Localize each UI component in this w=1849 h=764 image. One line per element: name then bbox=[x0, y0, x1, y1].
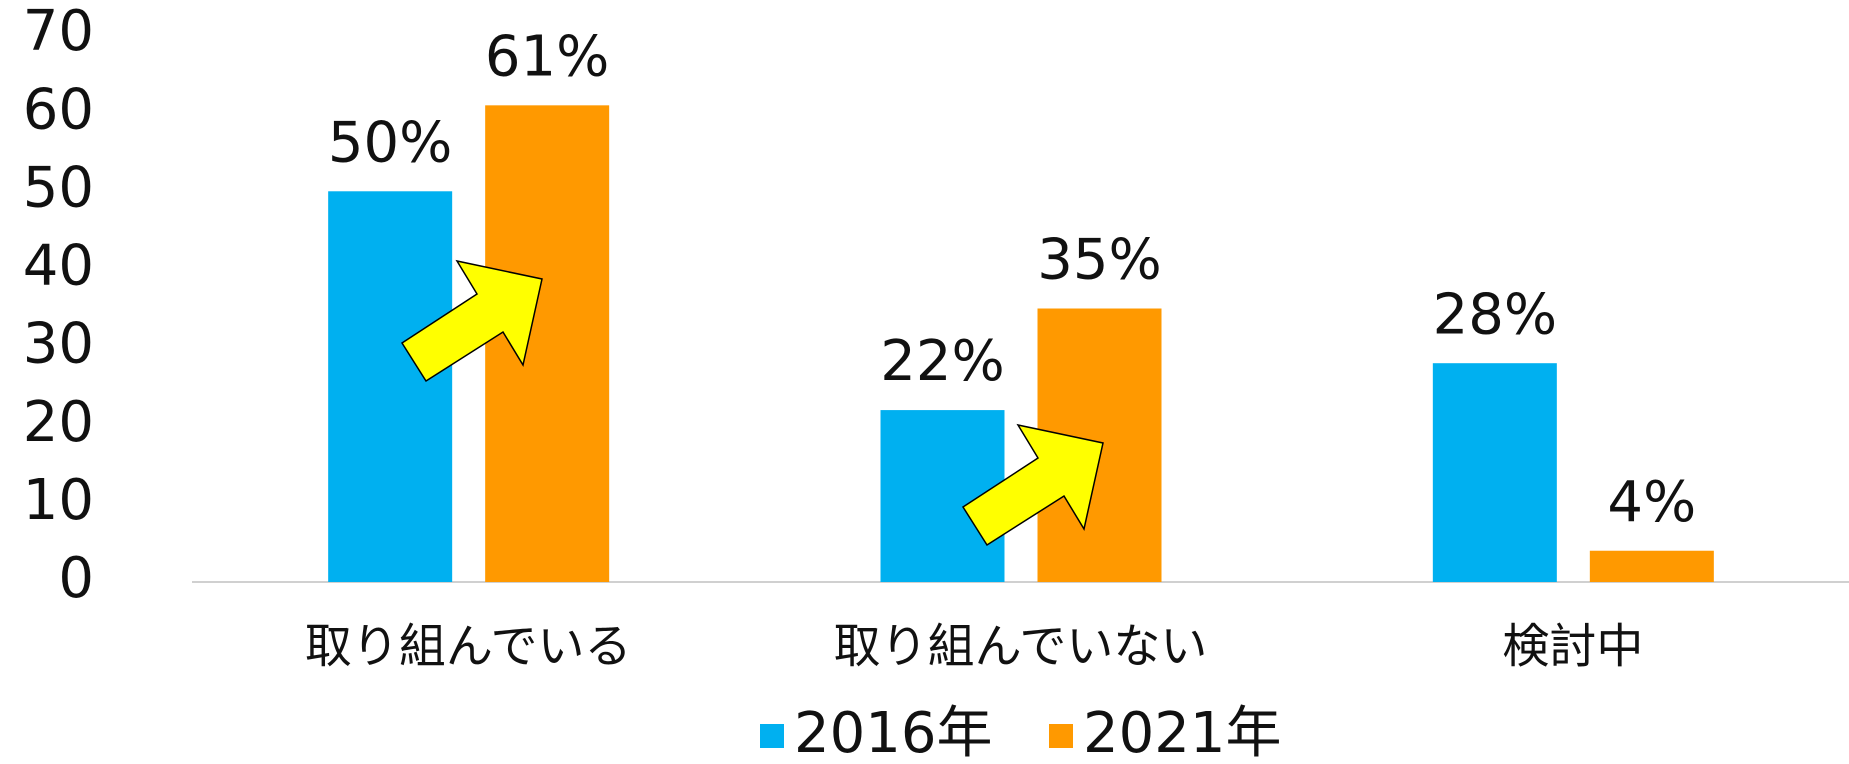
y-tick-label: 0 bbox=[58, 546, 94, 611]
data-label: 4% bbox=[1607, 470, 1696, 535]
y-tick-label: 20 bbox=[23, 390, 94, 455]
x-tick-label: 検討中 bbox=[1502, 620, 1643, 675]
x-tick-label: 取り組んでいる bbox=[305, 620, 632, 675]
data-label: 22% bbox=[880, 329, 1004, 394]
data-label: 35% bbox=[1037, 228, 1161, 293]
y-tick-label: 70 bbox=[23, 0, 94, 64]
legend-label: 2016年 bbox=[794, 701, 993, 764]
y-tick-label: 60 bbox=[23, 77, 94, 142]
legend-swatch bbox=[760, 724, 784, 748]
data-label: 50% bbox=[328, 110, 452, 175]
bar bbox=[485, 105, 610, 582]
legend-label: 2021年 bbox=[1083, 701, 1282, 764]
arrow bbox=[400, 259, 543, 383]
y-tick-label: 10 bbox=[23, 468, 94, 533]
legend-swatch bbox=[1049, 724, 1073, 748]
x-tick-label: 取り組んでいない bbox=[834, 620, 1208, 675]
y-tick-label: 50 bbox=[23, 155, 94, 220]
y-tick-label: 30 bbox=[23, 312, 94, 377]
data-label: 28% bbox=[1433, 282, 1557, 347]
bar bbox=[328, 191, 453, 583]
arrow bbox=[961, 423, 1104, 547]
bar bbox=[1432, 363, 1557, 582]
bar bbox=[1589, 550, 1714, 582]
data-label: 61% bbox=[485, 24, 609, 89]
y-tick-label: 40 bbox=[23, 234, 94, 299]
